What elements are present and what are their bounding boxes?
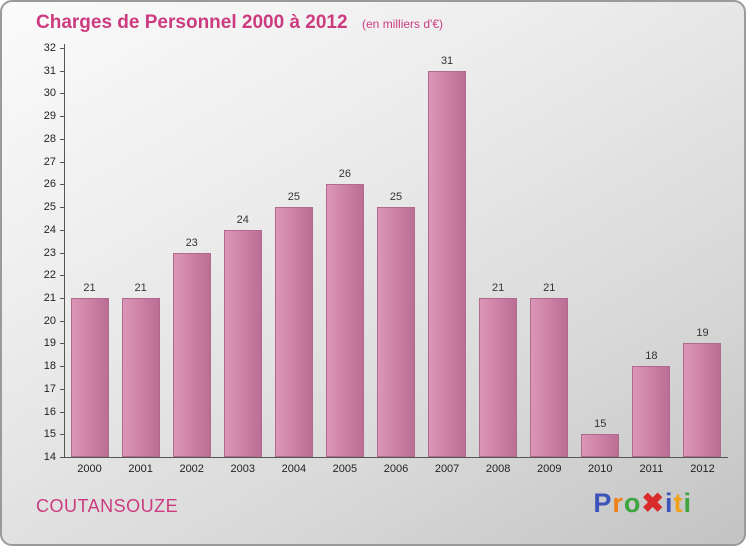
company-name: COUTANSOUZE <box>36 496 179 516</box>
bar <box>530 297 569 457</box>
bar <box>632 366 671 457</box>
page-title: Charges de Personnel 2000 à 2012 <box>36 12 348 33</box>
bar <box>683 343 722 457</box>
x-tick-label: 2006 <box>383 463 409 475</box>
x-tick-label: 2011 <box>639 463 664 475</box>
bar <box>377 207 415 457</box>
y-tick-mark <box>60 343 64 345</box>
y-tick-mark <box>60 366 64 368</box>
y-tick-mark <box>60 93 64 95</box>
y-tick-mark <box>60 275 64 277</box>
bar <box>70 297 109 457</box>
x-tick-label: 2012 <box>690 463 715 475</box>
y-tick-label: 21 <box>43 291 56 304</box>
chart-header: Charges de Personnel 2000 à 2012 (en mil… <box>36 12 443 34</box>
bar-value-label: 26 <box>338 168 352 181</box>
y-tick-mark <box>60 434 64 436</box>
y-tick-mark <box>60 229 64 231</box>
y-tick-mark <box>60 48 64 49</box>
y-tick-mark <box>60 411 64 413</box>
y-tick-mark <box>60 184 64 186</box>
bar <box>121 297 160 457</box>
y-tick-label: 20 <box>43 314 56 327</box>
y-tick-label: 22 <box>43 269 56 282</box>
y-tick-label: 25 <box>43 201 56 214</box>
bar-value-label: 21 <box>134 281 147 294</box>
bar <box>223 229 262 457</box>
x-tick-label: 2009 <box>536 463 562 475</box>
page-subtitle: (en milliers d'€) <box>362 17 443 31</box>
y-tick-label: 17 <box>43 382 56 395</box>
x-tick-label: 2001 <box>128 463 153 475</box>
x-tick-label: 2005 <box>332 463 358 475</box>
y-axis-line <box>64 44 65 458</box>
logo-letter: ✖ <box>641 488 665 518</box>
logo-letter: r <box>612 488 624 518</box>
y-tick-mark <box>60 297 64 299</box>
x-axis-line <box>64 457 728 458</box>
y-tick-mark <box>60 388 64 390</box>
logo-letter: o <box>623 488 642 518</box>
bar-value-label: 21 <box>543 281 556 294</box>
bar <box>325 184 364 457</box>
bar-value-label: 23 <box>185 236 198 249</box>
y-tick-label: 18 <box>43 360 56 373</box>
y-tick-label: 26 <box>43 178 56 191</box>
y-tick-label: 28 <box>43 132 56 145</box>
x-tick-label: 2003 <box>230 463 256 475</box>
x-tick-label: 2010 <box>588 463 613 475</box>
y-tick-label: 23 <box>43 246 56 259</box>
y-tick-label: 15 <box>43 428 56 441</box>
y-tick-label: 31 <box>43 64 56 77</box>
bar-value-label: 15 <box>594 418 607 431</box>
logo-letter: P <box>593 488 613 518</box>
y-tick-mark <box>60 457 64 458</box>
y-tick-label: 19 <box>43 337 56 350</box>
logo-letter: t <box>673 488 684 518</box>
logo-letter: i <box>683 488 692 518</box>
bar-value-label: 25 <box>287 191 300 204</box>
y-tick-label: 16 <box>43 405 56 418</box>
bar-value-label: 25 <box>389 191 403 204</box>
y-tick-mark <box>60 320 64 322</box>
x-tick-label: 2000 <box>77 463 102 475</box>
y-tick-mark <box>60 70 64 72</box>
bar-value-label: 21 <box>492 281 505 294</box>
y-tick-label: 14 <box>43 451 56 463</box>
y-tick-label: 32 <box>43 42 56 54</box>
y-tick-mark <box>60 138 64 140</box>
y-tick-label: 30 <box>43 87 56 100</box>
y-tick-mark <box>60 116 64 118</box>
bar <box>581 434 620 457</box>
proxiti-logo[interactable]: Pro✖iti <box>593 488 692 519</box>
bar-value-label: 18 <box>645 350 658 363</box>
x-tick-label: 2007 <box>434 463 460 475</box>
y-tick-label: 29 <box>43 110 56 123</box>
bar-value-label: 24 <box>236 213 249 226</box>
bar-value-label: 19 <box>696 327 709 340</box>
y-tick-label: 27 <box>43 155 56 168</box>
y-tick-label: 24 <box>43 223 56 236</box>
y-tick-mark <box>60 207 64 209</box>
bar <box>274 207 313 457</box>
bar <box>172 252 211 457</box>
y-tick-mark <box>60 161 64 163</box>
logo-letter: i <box>664 488 674 518</box>
bar <box>428 70 467 457</box>
bar-value-label: 31 <box>440 54 454 67</box>
x-tick-label: 2008 <box>485 463 511 475</box>
bar-value-label: 21 <box>83 281 96 294</box>
y-tick-mark <box>60 252 64 254</box>
bar <box>479 297 518 457</box>
x-tick-label: 2004 <box>281 463 307 475</box>
x-tick-label: 2002 <box>179 463 204 475</box>
